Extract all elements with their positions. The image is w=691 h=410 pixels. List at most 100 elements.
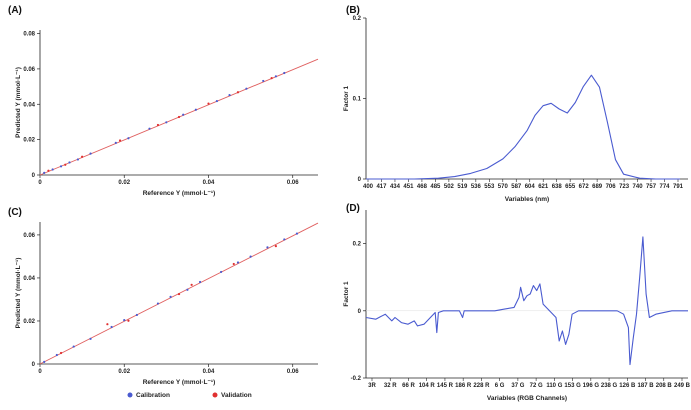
calibration-point bbox=[76, 158, 80, 161]
x-tick-label: 638 bbox=[552, 184, 563, 190]
y-tick-label: 0.04 bbox=[23, 102, 35, 108]
calibration-point bbox=[59, 165, 63, 168]
y-axis-title: Predicted Y (mmol·L⁻¹) bbox=[15, 258, 22, 329]
validation-point bbox=[156, 123, 160, 127]
legend-marker-calibration bbox=[127, 392, 133, 398]
calibration-point bbox=[266, 246, 269, 249]
x-tick-label: 451 bbox=[403, 184, 414, 190]
validation-point bbox=[232, 262, 235, 266]
x-tick-label: 706 bbox=[606, 184, 617, 190]
calibration-point bbox=[156, 302, 160, 305]
y-tick-label: 0.04 bbox=[23, 276, 35, 282]
calibration-point bbox=[123, 319, 126, 322]
calibration-point bbox=[245, 87, 248, 90]
y-axis-title: Predicted Y (mmol·L⁻¹) bbox=[15, 67, 22, 138]
y-tick-label: 0.08 bbox=[23, 32, 35, 38]
calibration-point bbox=[295, 232, 299, 235]
y-axis-title: Factor 1 bbox=[343, 85, 350, 111]
calibration-point bbox=[236, 261, 240, 264]
factor-series-line bbox=[366, 74, 680, 180]
legend-label-calibration: Calibration bbox=[136, 392, 170, 399]
x-tick-label: 723 bbox=[619, 184, 630, 190]
legend-marker-validation bbox=[212, 392, 218, 398]
x-tick-label: 0 bbox=[38, 180, 42, 186]
x-tick-label: 468 bbox=[417, 184, 428, 190]
validation-point bbox=[274, 244, 277, 248]
x-tick-label: 208 B bbox=[656, 383, 673, 389]
calibration-point bbox=[220, 270, 223, 274]
calibration-point bbox=[228, 93, 231, 97]
y-tick-label: 0.2 bbox=[353, 16, 362, 22]
x-tick-label: 672 bbox=[579, 184, 590, 190]
x-tick-label: 502 bbox=[444, 184, 455, 190]
x-axis-title: Reference Y (mmol·L⁻¹) bbox=[143, 190, 216, 197]
x-tick-label: 196 G bbox=[583, 383, 600, 389]
calibration-point bbox=[148, 127, 151, 130]
calibration-point bbox=[127, 137, 130, 140]
x-tick-label: 0.06 bbox=[287, 369, 299, 375]
x-axis-title: Reference Y (mmol·L⁻¹) bbox=[143, 379, 216, 386]
calibration-point bbox=[135, 313, 138, 317]
calibration-point bbox=[283, 238, 286, 241]
panel-c-label: (C) bbox=[8, 207, 22, 218]
x-tick-label: 66 R bbox=[402, 383, 415, 389]
x-tick-label: 740 bbox=[633, 184, 644, 190]
x-tick-label: 0.04 bbox=[203, 180, 215, 186]
calibration-point bbox=[283, 71, 286, 75]
validation-point bbox=[236, 91, 240, 94]
x-tick-label: 0.02 bbox=[118, 180, 130, 186]
panel-a-label: (A) bbox=[8, 5, 22, 16]
calibration-point bbox=[72, 345, 75, 348]
validation-point bbox=[207, 102, 210, 105]
validation-point bbox=[118, 139, 122, 142]
x-tick-label: 621 bbox=[538, 184, 549, 190]
x-tick-label: 587 bbox=[511, 184, 522, 190]
validation-point bbox=[127, 319, 130, 322]
x-tick-label: 689 bbox=[592, 184, 603, 190]
validation-point bbox=[81, 155, 84, 158]
factor-series-line bbox=[365, 236, 688, 366]
y-tick-label: 0.06 bbox=[23, 67, 35, 73]
x-tick-label: 570 bbox=[498, 184, 509, 190]
calibration-point bbox=[215, 99, 219, 103]
x-tick-label: 485 bbox=[430, 184, 441, 190]
x-tick-label: 110 G bbox=[546, 383, 562, 389]
validation-point bbox=[47, 169, 50, 172]
calibration-point bbox=[55, 353, 58, 357]
x-axis-title: Variables (RGB Channels) bbox=[487, 395, 567, 402]
x-tick-label: 104 R bbox=[419, 383, 436, 389]
x-tick-label: 126 B bbox=[619, 383, 636, 389]
calibration-point bbox=[43, 171, 46, 174]
x-tick-label: 249 B bbox=[674, 383, 691, 389]
calibration-point bbox=[68, 161, 71, 164]
calibration-point bbox=[43, 360, 46, 363]
x-tick-label: 238 G bbox=[601, 383, 618, 389]
y-tick-label: 0.2 bbox=[353, 242, 362, 248]
y-tick-label: 0.06 bbox=[23, 233, 35, 239]
panel-d-label: (D) bbox=[346, 203, 360, 214]
y-tick-label: 0.1 bbox=[353, 97, 362, 103]
x-tick-label: 32 R bbox=[384, 383, 397, 389]
x-tick-label: 0.02 bbox=[118, 369, 130, 375]
calibration-point bbox=[110, 325, 113, 329]
y-tick-label: 0 bbox=[358, 309, 362, 315]
calibration-point bbox=[262, 79, 265, 83]
x-tick-label: 0 bbox=[38, 369, 42, 375]
x-tick-label: 655 bbox=[565, 184, 576, 190]
calibration-point bbox=[186, 288, 189, 291]
x-tick-label: 0.04 bbox=[203, 369, 215, 375]
x-tick-label: 187 B bbox=[638, 383, 655, 389]
y-axis-title: Factor 1 bbox=[343, 281, 350, 307]
calibration-point bbox=[51, 168, 54, 171]
x-tick-label: 791 bbox=[673, 184, 684, 190]
y-tick-label: 0 bbox=[32, 173, 36, 179]
calibration-point bbox=[194, 108, 197, 111]
x-tick-label: 536 bbox=[471, 184, 482, 190]
legend-label-validation: Validation bbox=[221, 392, 252, 399]
x-tick-label: 757 bbox=[646, 184, 657, 190]
x-tick-label: 72 G bbox=[530, 383, 543, 389]
calibration-point bbox=[114, 141, 117, 144]
x-tick-label: 400 bbox=[363, 184, 374, 190]
x-tick-label: 519 bbox=[457, 184, 468, 190]
